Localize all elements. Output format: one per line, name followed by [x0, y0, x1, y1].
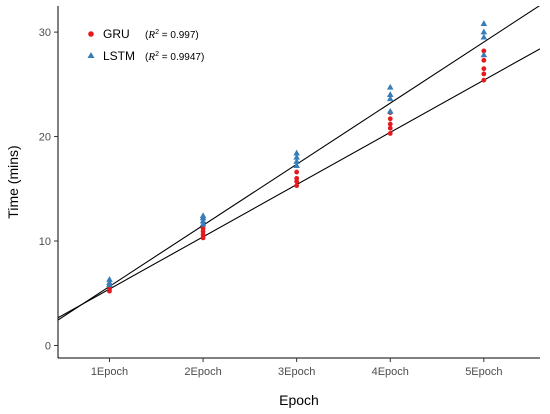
data-point-lstm — [480, 51, 488, 58]
data-point-lstm — [293, 162, 300, 169]
data-point-lstm — [106, 279, 113, 285]
x-axis-title: Epoch — [279, 392, 319, 408]
x-tick-label: 1Epoch — [91, 366, 128, 378]
data-point-lstm — [106, 276, 113, 282]
x-tick-label: 3Epoch — [278, 366, 315, 378]
data-points — [106, 20, 488, 294]
legend-lstm-label: LSTM — [103, 49, 135, 63]
data-point-gru — [481, 66, 487, 72]
data-point-lstm — [480, 20, 488, 26]
data-point-lstm — [386, 91, 394, 97]
data-point-lstm — [199, 220, 207, 227]
data-point-gru — [481, 57, 487, 63]
data-point-lstm — [480, 28, 488, 35]
y-tick-label: 20 — [39, 132, 51, 144]
x-tick-label: 5Epoch — [465, 366, 502, 378]
legend-gru-r2: (R2 = 0.997) — [145, 29, 199, 41]
legend: GRU (R2 = 0.997) LSTM (R2 = 0.9947) — [87, 27, 204, 63]
data-point-lstm — [293, 149, 300, 156]
legend-gru-marker — [88, 31, 94, 37]
legend-lstm-marker — [87, 52, 95, 58]
data-point-gru — [200, 226, 206, 231]
data-point-gru — [387, 131, 393, 136]
data-point-gru — [387, 121, 393, 127]
data-point-gru — [387, 125, 393, 131]
x-ticks: 1Epoch 2Epoch 3Epoch 4Epoch 5Epoch — [91, 358, 503, 378]
data-point-gru — [481, 71, 487, 77]
data-point-gru — [481, 48, 487, 54]
data-point-lstm — [386, 83, 394, 90]
data-point-gru — [481, 77, 487, 83]
x-tick-label: 2Epoch — [184, 366, 221, 378]
data-point-lstm — [199, 217, 207, 224]
y-tick-label: 0 — [45, 340, 51, 352]
data-point-gru — [294, 169, 300, 175]
data-point-lstm — [293, 153, 300, 160]
data-point-gru — [294, 175, 300, 181]
data-point-lstm — [386, 107, 394, 114]
data-point-lstm — [386, 95, 394, 102]
y-ticks: 0 10 20 30 — [39, 27, 58, 352]
legend-gru-label: GRU — [103, 27, 130, 41]
legend-item-gru: GRU (R2 = 0.997) — [88, 27, 199, 41]
legend-lstm-r2: (R2 = 0.9947) — [145, 51, 204, 63]
data-point-lstm — [293, 158, 300, 164]
data-point-gru — [294, 183, 300, 189]
y-tick-label: 30 — [39, 27, 51, 39]
data-point-lstm — [199, 212, 207, 219]
data-point-gru — [387, 116, 393, 122]
x-tick-label: 4Epoch — [372, 366, 409, 378]
y-axis-title: Time (mins) — [5, 145, 21, 218]
fit-line-gru — [58, 48, 540, 319]
y-tick-label: 10 — [39, 236, 51, 248]
data-point-lstm — [480, 33, 488, 40]
legend-item-lstm: LSTM (R2 = 0.9947) — [87, 49, 204, 63]
